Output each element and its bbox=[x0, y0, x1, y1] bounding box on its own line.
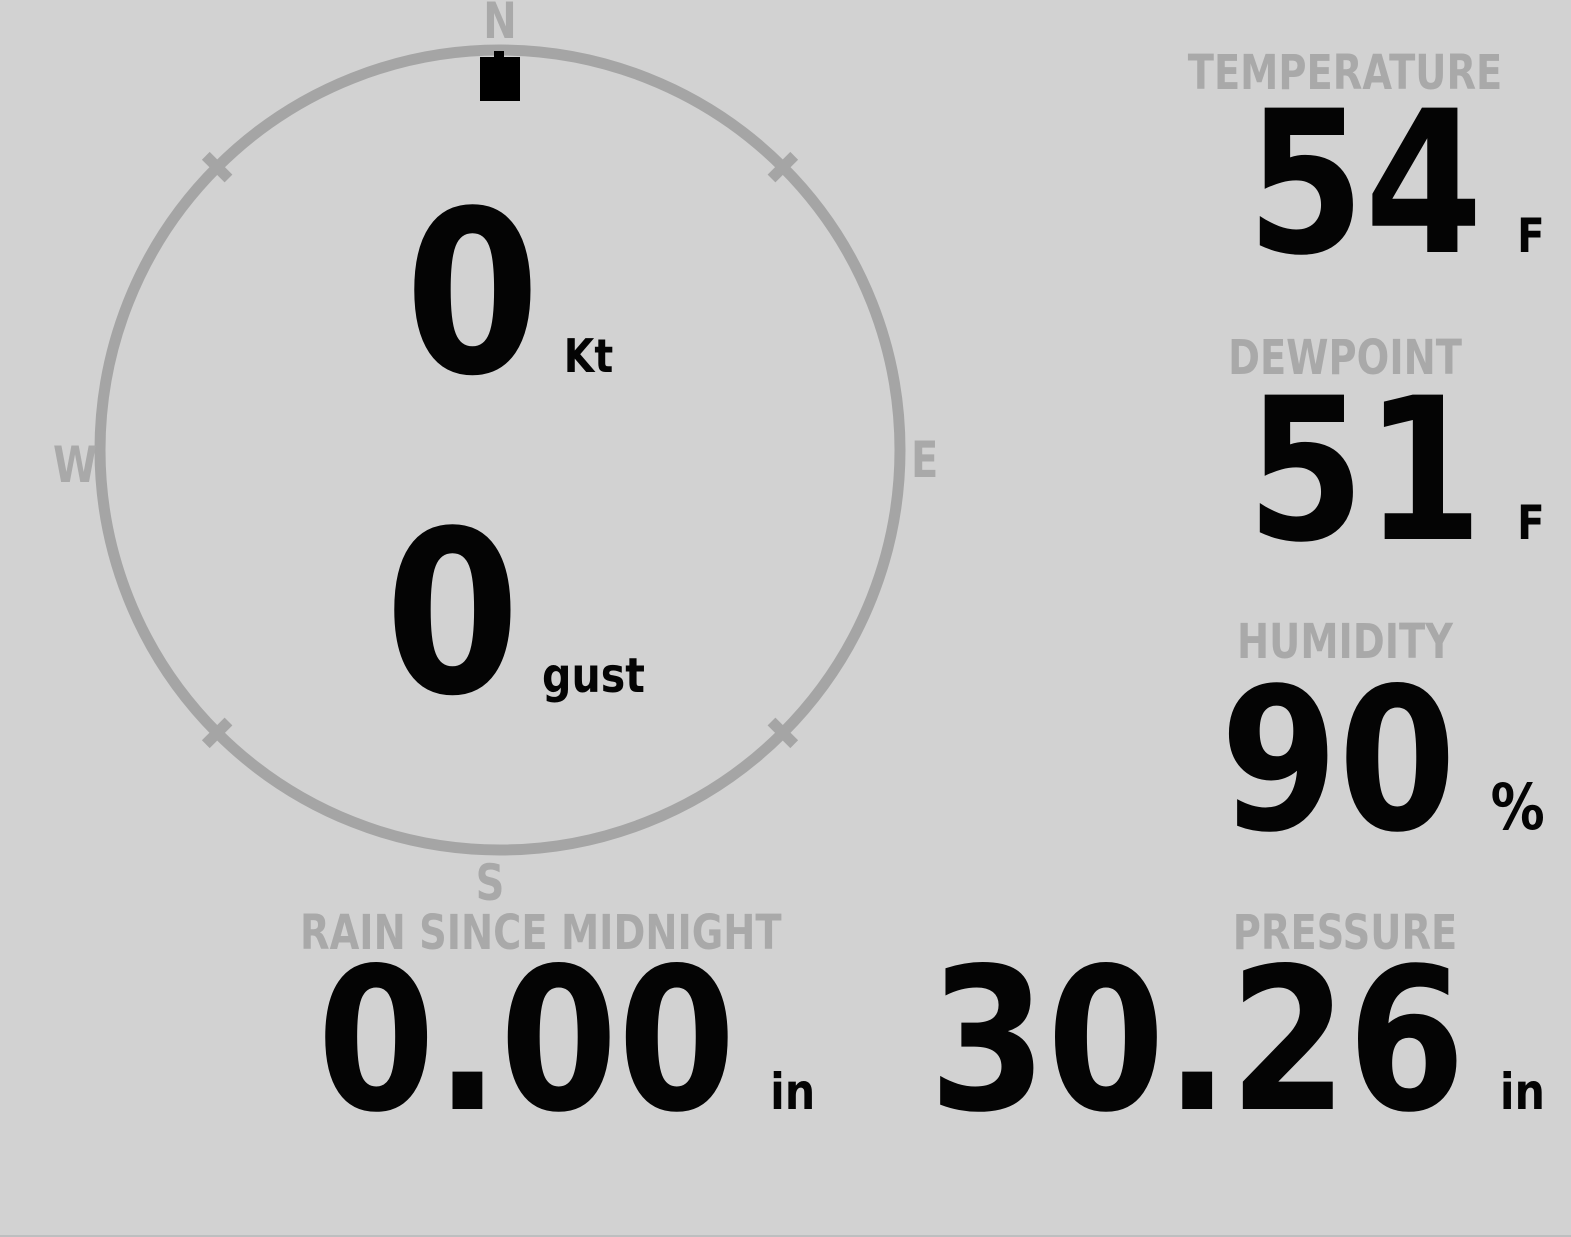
temperature-label: TEMPERATURE bbox=[1187, 45, 1503, 101]
cardinal-north-label: N bbox=[483, 0, 517, 50]
pressure-value: 30.26 bbox=[928, 925, 1466, 1156]
compass-diagonal-ticks bbox=[201, 151, 799, 749]
wind-speed-reading: 0 Kt bbox=[405, 182, 613, 408]
humidity-reading: 90 % bbox=[1220, 662, 1545, 860]
rain-since-midnight-reading: 0.00 in bbox=[317, 942, 815, 1140]
wind-speed-unit: Kt bbox=[563, 329, 614, 383]
wind-gust-value: 0 bbox=[385, 483, 520, 746]
dewpoint-reading: 51 F bbox=[1247, 372, 1545, 570]
temperature-value: 54 bbox=[1247, 68, 1484, 299]
cardinal-south-label: S bbox=[475, 854, 505, 912]
cardinal-east-label: E bbox=[911, 431, 939, 489]
wind-direction-marker bbox=[480, 51, 520, 101]
pressure-unit: in bbox=[1499, 1063, 1545, 1121]
dewpoint-unit: F bbox=[1517, 496, 1545, 551]
humidity-unit: % bbox=[1490, 771, 1545, 844]
pressure-label: PRESSURE bbox=[1232, 905, 1458, 961]
dewpoint-value: 51 bbox=[1247, 355, 1484, 586]
bottom-edge-line bbox=[0, 1235, 1571, 1237]
cardinal-west-label: W bbox=[53, 436, 98, 494]
pressure-reading: 30.26 in bbox=[929, 942, 1545, 1140]
dewpoint-label: DEWPOINT bbox=[1228, 330, 1462, 386]
wind-speed-value: 0 bbox=[405, 163, 540, 426]
temperature-unit: F bbox=[1517, 209, 1545, 264]
compass-ring bbox=[94, 44, 906, 856]
humidity-value: 90 bbox=[1220, 645, 1457, 876]
wind-gust-reading: 0 gust bbox=[385, 502, 645, 728]
temperature-reading: 54 F bbox=[1247, 85, 1545, 283]
wind-gust-unit: gust bbox=[542, 648, 645, 704]
rain-since-midnight-value: 0.00 bbox=[316, 925, 736, 1156]
rain-since-midnight-unit: in bbox=[769, 1063, 815, 1121]
humidity-label: HUMIDITY bbox=[1237, 614, 1453, 670]
